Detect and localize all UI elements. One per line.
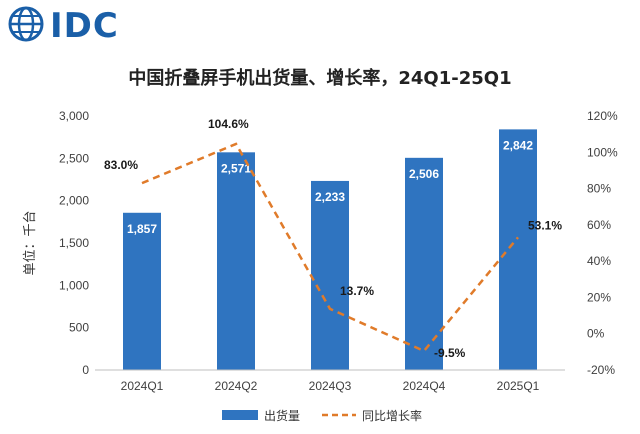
- growth-line: [141, 142, 519, 353]
- x-tick-label: 2024Q4: [403, 379, 446, 393]
- right-tick-label: 120%: [587, 109, 618, 123]
- bar-value-label: 1,857: [127, 222, 157, 236]
- chart-title: 中国折叠屏手机出货量、增长率，24Q1-25Q1: [128, 68, 512, 89]
- growth-value-label: 83.0%: [104, 158, 138, 172]
- growth-value-label: 104.6%: [208, 117, 249, 131]
- x-tick-label: 2024Q2: [215, 379, 258, 393]
- logo-text: IDC: [50, 6, 119, 46]
- bar: [311, 180, 349, 370]
- x-tick-label: 2024Q1: [121, 379, 164, 393]
- right-axis-ticks: 120% 100% 80% 60% 40% 20% 0% -20%: [587, 109, 618, 377]
- line-series: 83.0% 104.6% 13.7% -9.5% 53.1%: [104, 117, 562, 360]
- right-tick-label: 40%: [587, 254, 611, 268]
- growth-value-label: -9.5%: [434, 346, 466, 360]
- bar: [405, 157, 443, 370]
- growth-value-label: 53.1%: [528, 218, 562, 232]
- bar: [499, 129, 537, 370]
- growth-value-label: 13.7%: [340, 284, 374, 298]
- x-tick-label: 2025Q1: [497, 379, 540, 393]
- right-tick-label: 80%: [587, 182, 611, 196]
- bar-value-label: 2,506: [409, 167, 439, 181]
- left-tick-label: 1,500: [59, 236, 89, 250]
- left-tick-label: 2,500: [59, 151, 89, 165]
- legend-label-line: 同比增长率: [362, 408, 422, 423]
- idc-logo: IDC: [8, 6, 128, 46]
- legend-label-bar: 出货量: [264, 408, 300, 423]
- right-tick-label: 0%: [587, 327, 605, 341]
- bar: [123, 212, 161, 370]
- y-axis-title: 单位：千台: [23, 210, 38, 275]
- bar-value-label: 2,233: [315, 190, 345, 204]
- left-tick-label: 0: [82, 363, 89, 377]
- left-tick-label: 1,000: [59, 278, 89, 292]
- bar: [217, 152, 255, 370]
- globe-icon: [8, 6, 44, 42]
- right-tick-label: 60%: [587, 218, 611, 232]
- left-tick-label: 2,000: [59, 194, 89, 208]
- legend: 出货量 同比增长率: [222, 408, 422, 423]
- right-tick-label: -20%: [587, 363, 615, 377]
- left-axis-ticks: 3,000 2,500 2,000 1,500 1,000 500 0: [59, 109, 89, 377]
- x-axis-ticks: 2024Q1 2024Q2 2024Q3 2024Q4 2025Q1: [121, 379, 540, 393]
- bar-value-label: 2,842: [503, 138, 533, 152]
- left-tick-label: 500: [69, 321, 89, 335]
- left-tick-label: 3,000: [59, 109, 89, 123]
- right-tick-label: 20%: [587, 290, 611, 304]
- right-tick-label: 100%: [587, 145, 618, 159]
- x-tick-label: 2024Q3: [309, 379, 352, 393]
- bar-value-label: 2,571: [221, 161, 251, 175]
- bar-series: 1,857 2,571 2,233 2,506 2,842: [123, 129, 537, 370]
- legend-swatch-bar: [222, 410, 258, 420]
